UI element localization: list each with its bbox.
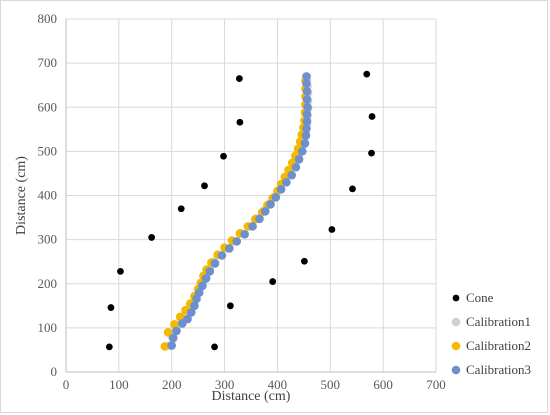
data-point bbox=[301, 131, 311, 140]
series-calibration2 bbox=[160, 76, 310, 351]
data-point bbox=[175, 312, 185, 322]
data-point bbox=[235, 75, 243, 82]
tick-labels: 0 100 200 300 400 500 600 700 0 100 200 300 400 500 60… bbox=[38, 11, 446, 392]
data-point bbox=[190, 301, 199, 311]
data-point bbox=[167, 341, 177, 350]
data-point bbox=[107, 304, 115, 311]
data-point bbox=[266, 200, 275, 209]
y-tick-label: 800 bbox=[38, 11, 58, 26]
data-point bbox=[291, 162, 301, 172]
legend-marker bbox=[451, 341, 461, 351]
data-point bbox=[302, 124, 311, 133]
y-tick-label: 500 bbox=[38, 143, 58, 158]
data-point bbox=[117, 267, 124, 275]
data-point bbox=[294, 155, 304, 164]
data-point bbox=[363, 70, 371, 78]
y-tick-label: 0 bbox=[51, 364, 58, 379]
x-tick-label: 0 bbox=[63, 377, 70, 392]
axes bbox=[65, 19, 436, 373]
data-point bbox=[287, 170, 297, 180]
gridlines bbox=[65, 18, 437, 373]
data-point bbox=[201, 182, 208, 190]
data-point bbox=[302, 95, 312, 104]
x-tick-label: 200 bbox=[162, 377, 182, 392]
data-point bbox=[271, 192, 281, 202]
x-tick-label: 700 bbox=[426, 377, 446, 392]
data-point bbox=[240, 230, 249, 239]
data-point bbox=[226, 302, 234, 310]
legend-label: Calibration2 bbox=[466, 338, 531, 353]
data-point bbox=[198, 281, 207, 291]
data-point bbox=[302, 110, 312, 119]
legend-label: Cone bbox=[466, 290, 494, 305]
data-marks bbox=[105, 70, 376, 351]
data-point bbox=[172, 326, 181, 336]
data-point bbox=[260, 207, 270, 216]
x-tick-label: 500 bbox=[321, 377, 341, 392]
series-calibration3 bbox=[167, 72, 312, 350]
data-point bbox=[349, 185, 356, 193]
data-point bbox=[328, 226, 336, 233]
data-point bbox=[302, 79, 311, 88]
data-point bbox=[297, 147, 307, 156]
data-point bbox=[177, 205, 185, 213]
data-point bbox=[217, 251, 227, 260]
data-point bbox=[248, 222, 257, 231]
x-tick-label: 300 bbox=[215, 377, 235, 392]
data-point bbox=[163, 327, 173, 337]
x-axis-title: Distance (cm) bbox=[212, 389, 291, 404]
data-point bbox=[205, 267, 215, 276]
y-axis-title: Distance (cm) bbox=[14, 156, 29, 235]
data-point bbox=[211, 343, 218, 351]
data-point bbox=[220, 152, 227, 160]
data-point bbox=[225, 244, 234, 253]
data-point bbox=[282, 177, 291, 187]
data-point bbox=[269, 278, 277, 285]
y-tick-label: 300 bbox=[38, 232, 58, 247]
x-tick-label: 600 bbox=[373, 377, 393, 392]
data-point bbox=[302, 72, 311, 81]
data-point bbox=[300, 257, 308, 265]
data-point bbox=[368, 113, 376, 120]
series-cone bbox=[105, 70, 376, 351]
data-point bbox=[255, 214, 264, 224]
x-tick-label: 400 bbox=[268, 377, 288, 392]
data-point bbox=[303, 102, 312, 112]
data-point bbox=[276, 185, 286, 194]
data-point bbox=[232, 237, 242, 246]
legend-marker bbox=[451, 317, 461, 327]
data-point bbox=[105, 343, 113, 351]
legend-label: Calibration3 bbox=[466, 362, 531, 377]
legend: Cone Calibration1 Calibration2 Calibration3 bbox=[451, 290, 531, 377]
legend-marker bbox=[451, 365, 461, 375]
data-point bbox=[160, 342, 170, 351]
y-tick-label: 600 bbox=[38, 99, 58, 114]
data-point bbox=[148, 234, 156, 241]
data-point bbox=[194, 288, 204, 297]
y-tick-label: 700 bbox=[38, 55, 58, 70]
data-point bbox=[302, 87, 312, 96]
data-point bbox=[170, 320, 179, 329]
data-point bbox=[302, 117, 312, 126]
data-point bbox=[236, 118, 244, 126]
y-tick-label: 200 bbox=[38, 276, 58, 291]
data-point bbox=[210, 259, 220, 268]
legend-marker bbox=[452, 294, 460, 302]
data-point bbox=[183, 314, 192, 324]
data-point bbox=[186, 308, 196, 317]
legend-label: Calibration1 bbox=[466, 314, 531, 329]
data-point bbox=[300, 139, 310, 148]
data-point bbox=[169, 333, 178, 343]
y-tick-label: 100 bbox=[38, 320, 58, 335]
data-point bbox=[368, 149, 375, 157]
data-point bbox=[201, 274, 211, 283]
x-tick-label: 100 bbox=[109, 377, 129, 392]
y-tick-label: 400 bbox=[38, 188, 58, 203]
